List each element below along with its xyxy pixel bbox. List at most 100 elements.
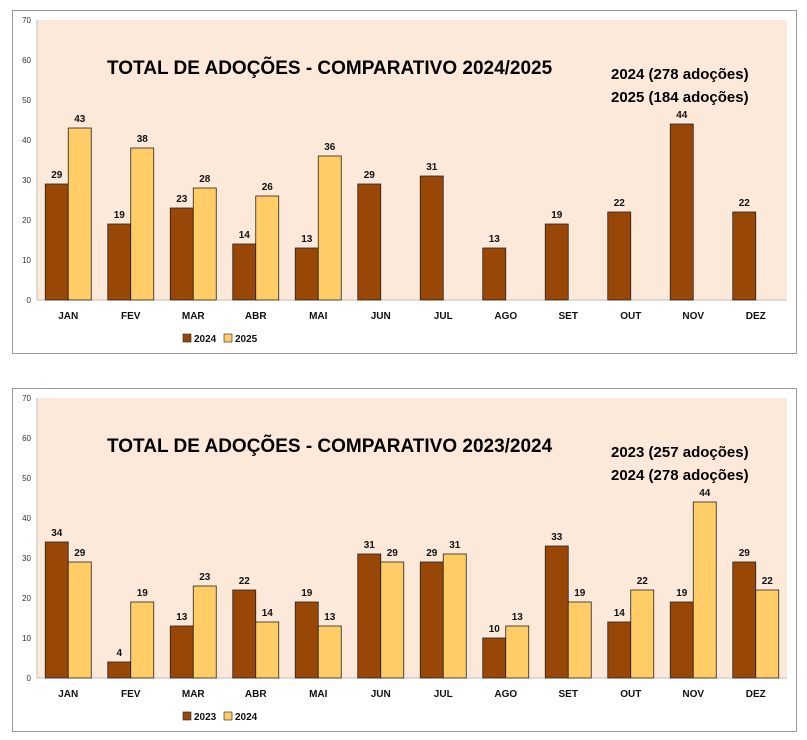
y-tick-label: 10 xyxy=(22,634,31,643)
data-label: 19 xyxy=(301,588,313,599)
y-tick-label: 70 xyxy=(22,16,31,25)
y-tick-label: 20 xyxy=(22,216,31,225)
bar-2023-dez xyxy=(732,561,757,679)
data-label: 43 xyxy=(74,114,86,125)
bar-2023-jul xyxy=(419,561,444,679)
legend-label: 2025 xyxy=(235,334,258,345)
legend-label: 2024 xyxy=(194,334,217,345)
data-label: 19 xyxy=(114,210,126,221)
data-label: 29 xyxy=(426,548,438,559)
legend-swatch xyxy=(223,333,233,343)
y-tick-label: 60 xyxy=(22,434,31,443)
y-tick-label: 40 xyxy=(22,514,31,523)
x-tick-label: NOV xyxy=(682,689,704,700)
chart-title: TOTAL DE ADOÇÕES - COMPARATIVO 2024/2025 xyxy=(107,57,553,79)
y-tick-label: 20 xyxy=(22,594,31,603)
bar-2024-nov xyxy=(692,501,717,679)
data-label: 31 xyxy=(449,540,461,551)
data-label: 19 xyxy=(574,588,586,599)
bar-2023-jan xyxy=(44,541,69,679)
bar-2024-out xyxy=(607,211,632,301)
x-tick-label: ABR xyxy=(245,311,267,322)
bar-2024-ago xyxy=(505,625,530,679)
x-tick-label: FEV xyxy=(121,311,141,322)
bar-2024-jun xyxy=(357,183,382,301)
x-tick-label: SET xyxy=(559,689,578,700)
data-label: 10 xyxy=(489,624,501,635)
x-tick-label: AGO xyxy=(494,689,517,700)
data-label: 23 xyxy=(199,572,211,583)
bar-2023-mai xyxy=(294,601,319,679)
bar-2024-fev xyxy=(130,601,155,679)
legend-swatch xyxy=(223,711,233,721)
bar-2023-jun xyxy=(357,553,382,679)
x-tick-label: ABR xyxy=(245,689,267,700)
annotation-text: 2025 (184 adoções) xyxy=(611,89,749,106)
data-label: 29 xyxy=(739,548,751,559)
plot-area xyxy=(37,20,787,300)
bar-2023-nov xyxy=(669,601,694,679)
x-tick-label: OUT xyxy=(620,689,641,700)
bar-2023-abr xyxy=(232,589,257,679)
bar-2024-abr xyxy=(255,621,280,679)
data-label: 29 xyxy=(387,548,399,559)
x-tick-label: MAR xyxy=(182,689,206,700)
data-label: 29 xyxy=(74,548,86,559)
bar-2025-mar xyxy=(192,187,217,301)
data-label: 23 xyxy=(176,194,188,205)
data-label: 29 xyxy=(51,170,63,181)
bar-2023-set xyxy=(544,545,569,679)
x-tick-label: MAR xyxy=(182,311,206,322)
y-tick-label: 0 xyxy=(27,674,32,683)
bar-2025-fev xyxy=(130,147,155,301)
data-label: 19 xyxy=(551,210,563,221)
data-label: 22 xyxy=(637,576,649,587)
data-label: 13 xyxy=(176,612,188,623)
data-label: 29 xyxy=(364,170,376,181)
x-tick-label: SET xyxy=(559,311,578,322)
bar-2023-mar xyxy=(169,625,194,679)
data-label: 4 xyxy=(116,648,122,659)
data-label: 13 xyxy=(324,612,336,623)
bar-2024-dez xyxy=(732,211,757,301)
x-tick-label: JUL xyxy=(434,311,453,322)
bar-2023-fev xyxy=(107,661,132,679)
bar-2024-set xyxy=(567,601,592,679)
y-tick-label: 10 xyxy=(22,256,31,265)
data-label: 14 xyxy=(262,608,274,619)
y-tick-label: 60 xyxy=(22,56,31,65)
x-tick-label: JUL xyxy=(434,689,453,700)
data-label: 14 xyxy=(614,608,626,619)
data-label: 34 xyxy=(51,528,63,539)
data-label: 13 xyxy=(489,234,501,245)
data-label: 22 xyxy=(762,576,774,587)
bar-2024-fev xyxy=(107,223,132,301)
annotation-text: 2024 (278 adoções) xyxy=(611,66,749,83)
bar-2025-mai xyxy=(317,155,342,301)
data-label: 44 xyxy=(676,110,688,121)
y-tick-label: 40 xyxy=(22,136,31,145)
x-tick-label: MAI xyxy=(309,689,328,700)
legend-label: 2023 xyxy=(194,712,217,723)
bar-2024-dez xyxy=(755,589,780,679)
chart-svg: 0 10 20 30 40 50 60 70 JAN 29 43 FEV 19 38 MAR 23 28 ABR 1… xyxy=(22,16,787,345)
bar-2024-out xyxy=(630,589,655,679)
chart-2024-2025: 0 10 20 30 40 50 60 70 JAN 29 43 FEV 19 38 MAR 23 28 ABR 1… xyxy=(12,10,797,354)
bar-2024-nov xyxy=(669,123,694,301)
bar-2024-mar xyxy=(192,585,217,679)
data-label: 13 xyxy=(512,612,524,623)
bar-2024-jun xyxy=(380,561,405,679)
chart-svg: 0 10 20 30 40 50 60 70 JAN 34 29 FEV 4 19 MAR 13 23 ABR 22… xyxy=(22,394,787,723)
plot-area xyxy=(37,398,787,678)
data-label: 31 xyxy=(364,540,376,551)
x-tick-label: JAN xyxy=(58,689,78,700)
data-label: 28 xyxy=(199,174,211,185)
y-tick-label: 70 xyxy=(22,394,31,403)
bar-2024-jan xyxy=(44,183,69,301)
x-tick-label: MAI xyxy=(309,311,328,322)
data-label: 22 xyxy=(614,198,626,209)
x-tick-label: JAN xyxy=(58,311,78,322)
x-tick-label: JUN xyxy=(371,689,391,700)
data-label: 36 xyxy=(324,142,336,153)
legend-label: 2024 xyxy=(235,712,258,723)
